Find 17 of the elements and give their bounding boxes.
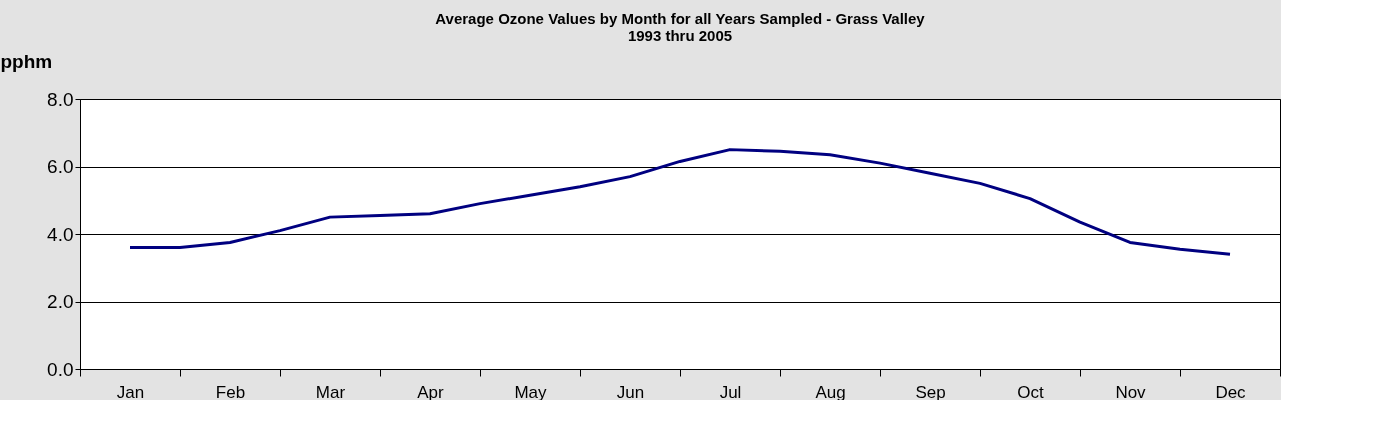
x-tick-label: Mar [315,382,346,402]
y-tick-label: 0.0 [47,358,74,380]
line-series [128,148,1232,256]
y-axis-title: pphm [0,50,53,72]
x-tick-label: Nov [1115,382,1147,402]
x-tick-label: Jul [719,382,742,402]
text: 1993 thru 2005 [627,27,733,44]
x-tick-label: Feb [215,382,246,402]
y-tick-label: 8.0 [47,88,74,110]
y-tick-label: 2.0 [47,291,74,312]
y-tick-label: 4.0 [47,223,74,245]
x-tick-label: Oct [1017,382,1044,402]
text: Average Ozone Values by Month for all Years Sampled - Grass Valley [435,10,925,27]
x-tick-label: Dec [1215,382,1247,402]
y-tick-label: 6.0 [47,156,74,177]
x-tick-label: Jan [116,382,145,402]
x-tick-label: Jun [616,382,645,402]
